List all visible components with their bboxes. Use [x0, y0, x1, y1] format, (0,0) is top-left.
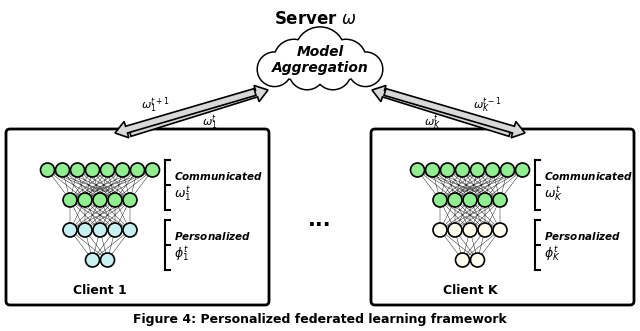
Circle shape	[108, 193, 122, 207]
Text: $\phi_1^t$: $\phi_1^t$	[175, 245, 189, 263]
Circle shape	[348, 51, 383, 87]
Text: $\bfit{Personalized}$: $\bfit{Personalized}$	[545, 230, 621, 242]
Circle shape	[456, 253, 470, 267]
Circle shape	[78, 193, 92, 207]
Circle shape	[448, 223, 462, 237]
Circle shape	[123, 193, 137, 207]
Polygon shape	[115, 89, 256, 138]
Circle shape	[440, 163, 454, 177]
Circle shape	[316, 54, 351, 89]
Circle shape	[100, 163, 115, 177]
Circle shape	[108, 223, 122, 237]
Circle shape	[314, 52, 352, 91]
Circle shape	[470, 253, 484, 267]
Text: $\omega_1^{t}$: $\omega_1^{t}$	[202, 114, 218, 132]
Circle shape	[86, 163, 99, 177]
Text: $\omega_1^{t+1}$: $\omega_1^{t+1}$	[141, 95, 170, 115]
Circle shape	[493, 193, 507, 207]
Circle shape	[93, 223, 107, 237]
Circle shape	[433, 223, 447, 237]
Circle shape	[325, 38, 367, 80]
Circle shape	[478, 193, 492, 207]
Circle shape	[433, 193, 447, 207]
Text: $\omega_K^{t}$: $\omega_K^{t}$	[424, 114, 440, 132]
Circle shape	[478, 223, 492, 237]
Text: Model
Aggregation: Model Aggregation	[271, 45, 369, 75]
Text: Figure 4: Personalized federated learning framework: Figure 4: Personalized federated learnin…	[133, 313, 507, 326]
Circle shape	[296, 27, 344, 76]
Circle shape	[456, 163, 470, 177]
Polygon shape	[384, 89, 525, 138]
Circle shape	[115, 163, 129, 177]
Text: $\bfit{Personalized}$: $\bfit{Personalized}$	[175, 230, 252, 242]
Circle shape	[326, 40, 365, 79]
Text: $\omega_1^t$: $\omega_1^t$	[175, 184, 192, 204]
Circle shape	[63, 223, 77, 237]
Circle shape	[463, 223, 477, 237]
Circle shape	[448, 193, 462, 207]
Circle shape	[123, 223, 137, 237]
Text: Server $\omega$: Server $\omega$	[274, 10, 356, 28]
Text: Client K: Client K	[443, 285, 497, 298]
Circle shape	[289, 54, 324, 89]
Text: $\omega_K^{t-1}$: $\omega_K^{t-1}$	[473, 95, 501, 115]
Circle shape	[131, 163, 145, 177]
Circle shape	[410, 163, 424, 177]
Text: Client 1: Client 1	[73, 285, 127, 298]
Circle shape	[145, 163, 159, 177]
Text: $\omega_K^t$: $\omega_K^t$	[545, 184, 563, 204]
Text: $\phi_K^t$: $\phi_K^t$	[545, 245, 561, 263]
Circle shape	[470, 163, 484, 177]
Circle shape	[100, 253, 115, 267]
Circle shape	[486, 163, 499, 177]
Circle shape	[426, 163, 440, 177]
Circle shape	[257, 51, 292, 87]
Circle shape	[93, 193, 107, 207]
Circle shape	[500, 163, 515, 177]
Circle shape	[515, 163, 529, 177]
FancyBboxPatch shape	[6, 129, 269, 305]
Circle shape	[275, 40, 314, 79]
Circle shape	[258, 53, 291, 86]
Circle shape	[349, 53, 382, 86]
Circle shape	[40, 163, 54, 177]
Circle shape	[63, 193, 77, 207]
Circle shape	[56, 163, 70, 177]
Text: $\bfit{Communicated}$: $\bfit{Communicated}$	[545, 170, 634, 182]
Circle shape	[86, 253, 99, 267]
Polygon shape	[372, 85, 511, 136]
Polygon shape	[129, 85, 268, 136]
Circle shape	[288, 52, 326, 91]
Circle shape	[294, 26, 346, 78]
Circle shape	[78, 223, 92, 237]
Circle shape	[463, 193, 477, 207]
Circle shape	[70, 163, 84, 177]
Text: ...: ...	[308, 210, 332, 230]
Circle shape	[273, 38, 315, 80]
Circle shape	[493, 223, 507, 237]
FancyBboxPatch shape	[371, 129, 634, 305]
Text: $\bfit{Communicated}$: $\bfit{Communicated}$	[175, 170, 264, 182]
